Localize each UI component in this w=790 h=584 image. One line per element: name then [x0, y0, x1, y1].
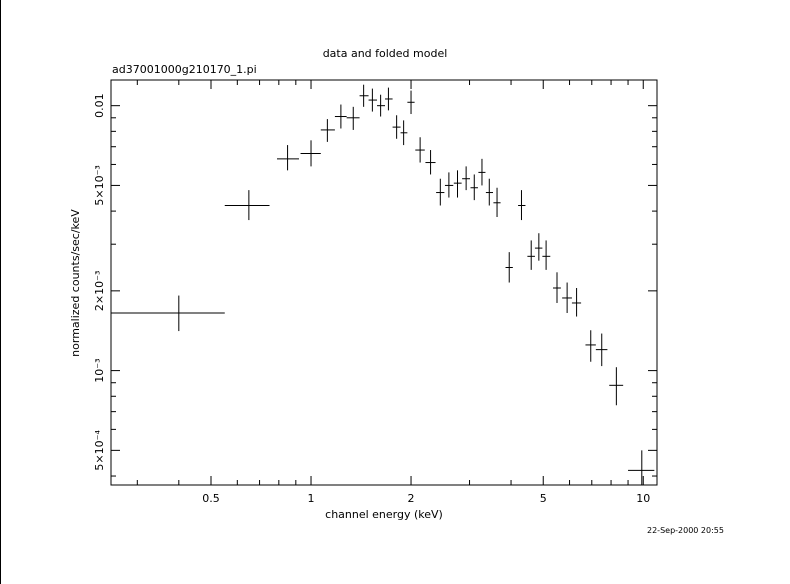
data-point-30 — [562, 282, 572, 313]
data-point-3 — [300, 140, 321, 167]
y-axis-label: normalized counts/sec/keV — [69, 209, 82, 357]
timestamp: 22-Sep-2000 20:55 — [647, 526, 724, 535]
data-point-9 — [377, 94, 386, 117]
data-point-13 — [407, 90, 415, 115]
data-point-5 — [334, 104, 347, 129]
data-point-28 — [542, 240, 551, 270]
data-point-0 — [111, 295, 225, 332]
data-point-17 — [444, 172, 454, 198]
data-point-8 — [368, 88, 378, 112]
data-point-29 — [552, 272, 561, 303]
data-point-1 — [224, 190, 270, 221]
y-axis: 0.01 5×10⁻³ 2×10⁻³ 10⁻³ 5×10⁻⁴ — [93, 93, 657, 477]
plot-frame — [110, 79, 658, 486]
data-point-2 — [277, 145, 299, 171]
x-axis: 0.5 1 2 5 10 — [136, 80, 650, 505]
y-tick-label-4: 5×10⁻⁴ — [93, 430, 106, 471]
x-tick-label-0: 0.5 — [202, 492, 220, 505]
data-point-12 — [400, 120, 408, 146]
data-point-33 — [595, 333, 608, 367]
data-point-19 — [462, 166, 471, 191]
y-tick-label-1: 5×10⁻³ — [93, 165, 106, 205]
chart-subtitle: ad37001000g210170_1.pi — [112, 63, 257, 76]
data-point-16 — [436, 178, 445, 206]
data-point-22 — [485, 178, 494, 206]
x-tick-label-4: 10 — [636, 492, 650, 505]
data-point-31 — [571, 288, 582, 317]
chart-title: data and folded model — [323, 47, 448, 60]
y-tick-label-0: 0.01 — [93, 93, 106, 118]
data-point-24 — [505, 252, 513, 283]
data-point-23 — [493, 187, 501, 218]
data-point-27 — [534, 233, 543, 261]
y-tick-label-3: 10⁻³ — [93, 358, 106, 382]
data-point-34 — [609, 367, 624, 406]
data-point-6 — [346, 106, 360, 130]
x-axis-label: channel energy (keV) — [325, 508, 443, 521]
data-point-11 — [392, 115, 401, 139]
data-points — [111, 84, 655, 485]
data-point-15 — [425, 150, 436, 175]
data-point-7 — [359, 84, 369, 107]
x-tick-label-2: 2 — [408, 492, 415, 505]
data-point-14 — [415, 137, 425, 163]
data-point-26 — [527, 240, 535, 270]
data-point-25 — [518, 190, 526, 221]
window-edge — [0, 0, 1, 584]
data-point-18 — [453, 170, 462, 198]
data-point-10 — [385, 87, 393, 111]
data-point-21 — [478, 158, 486, 186]
y-tick-label-2: 2×10⁻³ — [93, 271, 106, 311]
data-point-32 — [585, 330, 596, 362]
x-tick-label-3: 5 — [540, 492, 547, 505]
x-tick-label-1: 1 — [308, 492, 315, 505]
data-point-35 — [628, 450, 655, 485]
data-point-4 — [320, 119, 335, 142]
data-point-20 — [470, 174, 478, 201]
